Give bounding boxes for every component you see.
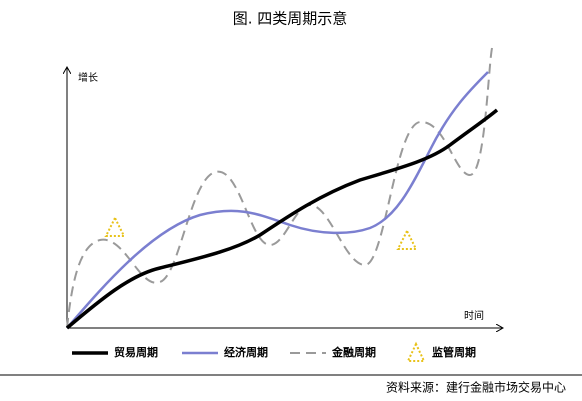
regulation-marker (104, 215, 126, 237)
legend-label: 经济周期 (224, 345, 268, 359)
title: 图. 四类周期示意 (233, 10, 348, 28)
legend-label: 金融周期 (331, 345, 376, 359)
finance-cycle (66, 47, 493, 329)
regulation-marker (396, 228, 418, 250)
trade-cycle (65, 108, 499, 330)
economic-cycle (66, 71, 489, 329)
y-label: 增长 (78, 71, 98, 84)
source: 资料来源：建行金融市场交易中心 (386, 380, 566, 395)
legend-label: 监管周期 (432, 345, 476, 359)
x-label: 时间 (464, 309, 484, 322)
legend-swatch (406, 341, 426, 362)
legend-label: 贸易周期 (114, 345, 158, 359)
